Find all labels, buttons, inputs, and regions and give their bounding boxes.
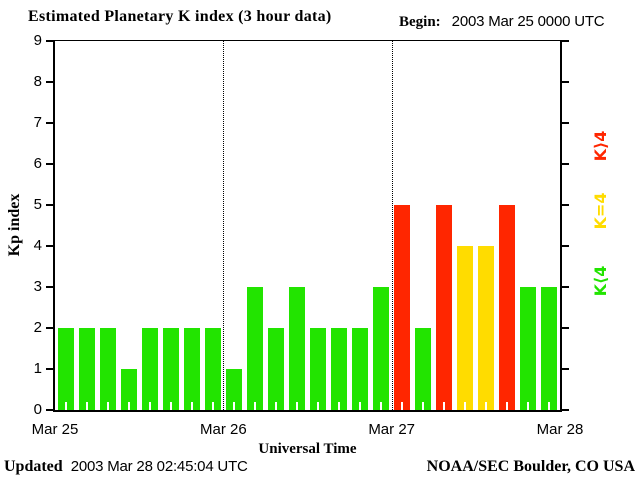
x-minor-tick bbox=[106, 402, 109, 410]
x-minor-tick bbox=[64, 402, 67, 410]
y-axis-tick bbox=[46, 122, 53, 124]
y-axis-tick bbox=[46, 286, 53, 288]
x-minor-tick bbox=[211, 402, 214, 410]
kp-bar bbox=[331, 328, 348, 410]
kp-bar bbox=[457, 246, 474, 410]
x-minor-tick bbox=[338, 402, 341, 410]
y-axis-tick bbox=[46, 81, 53, 83]
legend-k-equal-4: K=4 bbox=[591, 192, 610, 230]
x-minor-tick bbox=[232, 402, 235, 410]
kp-bar bbox=[246, 287, 263, 410]
x-minor-tick bbox=[506, 402, 509, 410]
y-axis-tick bbox=[562, 245, 569, 247]
kp-bar bbox=[352, 328, 369, 410]
day-boundary-line bbox=[223, 41, 225, 410]
kp-bar bbox=[541, 287, 558, 410]
x-axis-title: Universal Time bbox=[258, 441, 357, 457]
kp-bar bbox=[57, 328, 74, 410]
credit-text: NOAA/SEC Boulder, CO USA bbox=[426, 458, 635, 475]
x-minor-tick bbox=[443, 402, 446, 410]
y-axis-tick bbox=[46, 327, 53, 329]
kp-bar bbox=[415, 328, 432, 410]
x-minor-tick bbox=[85, 402, 88, 410]
chart-title: Estimated Planetary K index (3 hour data… bbox=[28, 8, 332, 25]
y-axis-tick bbox=[46, 409, 53, 411]
kp-bar bbox=[120, 369, 137, 410]
updated-value: 2003 Mar 28 02:45:04 UTC bbox=[70, 458, 248, 475]
y-axis-tick bbox=[562, 81, 569, 83]
kp-bar bbox=[162, 328, 179, 410]
updated-label: Updated bbox=[4, 458, 63, 475]
y-axis-label: 4 bbox=[33, 237, 42, 254]
legend-k-below-4: K⟨4 bbox=[591, 265, 610, 297]
y-axis-label: 8 bbox=[33, 73, 42, 90]
x-axis-label: Mar 28 bbox=[536, 421, 584, 438]
y-axis-tick bbox=[562, 327, 569, 329]
kp-bar bbox=[288, 287, 305, 410]
x-minor-tick bbox=[422, 402, 425, 410]
y-axis-title: Kp index bbox=[6, 193, 23, 257]
x-minor-tick bbox=[127, 402, 130, 410]
x-minor-tick bbox=[295, 402, 298, 410]
kp-bar bbox=[310, 328, 327, 410]
y-axis-tick bbox=[46, 163, 53, 165]
x-minor-tick bbox=[485, 402, 488, 410]
y-axis-tick bbox=[562, 409, 569, 411]
kp-bar bbox=[373, 287, 390, 410]
x-minor-tick bbox=[317, 402, 320, 410]
kp-bar bbox=[141, 328, 158, 410]
y-axis-label: 0 bbox=[33, 401, 42, 418]
y-axis-label: 7 bbox=[33, 114, 42, 131]
x-minor-tick bbox=[548, 402, 551, 410]
y-axis-label: 2 bbox=[33, 319, 42, 336]
kp-bar bbox=[78, 328, 95, 410]
kp-bar bbox=[225, 369, 242, 410]
x-axis-label: Mar 25 bbox=[31, 421, 79, 438]
kp-bar bbox=[267, 328, 284, 410]
x-minor-tick bbox=[169, 402, 172, 410]
kp-bar bbox=[99, 328, 116, 410]
x-minor-tick bbox=[527, 402, 530, 410]
legend-k-above-4: K⟩4 bbox=[591, 130, 610, 162]
y-axis-tick bbox=[46, 40, 53, 42]
y-axis-tick bbox=[46, 204, 53, 206]
begin-time: Begin: 2003 Mar 25 0000 UTC bbox=[399, 13, 605, 31]
x-minor-tick bbox=[401, 402, 404, 410]
x-axis-label: Mar 26 bbox=[199, 421, 247, 438]
y-axis-tick bbox=[562, 286, 569, 288]
y-axis-label: 5 bbox=[33, 196, 42, 213]
begin-value: 2003 Mar 25 0000 UTC bbox=[451, 13, 605, 30]
plot-area bbox=[53, 40, 562, 412]
y-axis-label: 1 bbox=[33, 360, 42, 377]
y-axis-tick bbox=[46, 368, 53, 370]
day-boundary-line bbox=[391, 41, 393, 410]
x-axis-label: Mar 27 bbox=[368, 421, 415, 438]
x-minor-tick bbox=[253, 402, 256, 410]
y-axis-tick bbox=[562, 122, 569, 124]
x-minor-tick bbox=[359, 402, 362, 410]
x-minor-tick bbox=[148, 402, 151, 410]
y-axis-label: 6 bbox=[33, 155, 42, 172]
x-minor-tick bbox=[274, 402, 277, 410]
begin-label: Begin: bbox=[399, 14, 441, 30]
y-axis-label: 3 bbox=[33, 278, 42, 295]
x-minor-tick bbox=[464, 402, 467, 410]
kp-bar bbox=[478, 246, 495, 410]
y-axis-tick bbox=[562, 368, 569, 370]
kp-bar bbox=[499, 205, 516, 410]
y-axis-tick bbox=[562, 40, 569, 42]
kp-bar bbox=[183, 328, 200, 410]
x-minor-tick bbox=[190, 402, 193, 410]
kp-bar bbox=[204, 328, 221, 410]
y-axis-tick bbox=[562, 204, 569, 206]
kp-bar bbox=[520, 287, 537, 410]
x-minor-tick bbox=[380, 402, 383, 410]
kp-bar bbox=[436, 205, 453, 410]
updated-timestamp: Updated 2003 Mar 28 02:45:04 UTC bbox=[4, 458, 248, 476]
y-axis-label: 9 bbox=[33, 32, 42, 49]
kp-bar bbox=[394, 205, 411, 410]
y-axis-tick bbox=[562, 163, 569, 165]
y-axis-tick bbox=[46, 245, 53, 247]
